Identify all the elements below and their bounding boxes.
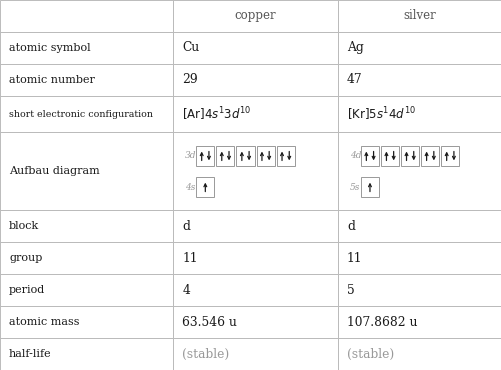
Text: period: period xyxy=(9,285,45,295)
Text: d: d xyxy=(182,219,190,233)
Text: 11: 11 xyxy=(182,252,197,265)
Bar xyxy=(337,210,501,242)
Bar xyxy=(337,32,501,64)
Text: short electronic configuration: short electronic configuration xyxy=(9,110,153,119)
Bar xyxy=(337,274,501,306)
Bar xyxy=(173,210,337,242)
Bar xyxy=(276,147,294,166)
Bar xyxy=(173,274,337,306)
Text: atomic number: atomic number xyxy=(9,75,95,85)
Bar xyxy=(173,132,337,210)
Text: atomic symbol: atomic symbol xyxy=(9,43,91,53)
Bar xyxy=(0,210,173,242)
Text: 3d: 3d xyxy=(185,151,196,161)
Text: (stable): (stable) xyxy=(346,347,393,360)
Bar xyxy=(440,147,458,166)
Bar xyxy=(0,96,173,132)
Text: Aufbau diagram: Aufbau diagram xyxy=(9,166,100,176)
Bar xyxy=(0,132,173,210)
Bar xyxy=(173,96,337,132)
Bar xyxy=(0,64,173,96)
Bar xyxy=(173,306,337,338)
Text: 29: 29 xyxy=(182,74,197,87)
Text: block: block xyxy=(9,221,39,231)
Bar xyxy=(0,306,173,338)
Bar xyxy=(360,147,378,166)
Bar xyxy=(420,147,438,166)
Bar xyxy=(337,132,501,210)
Bar xyxy=(216,147,234,166)
Bar xyxy=(337,64,501,96)
Text: 4s: 4s xyxy=(185,182,195,192)
Bar xyxy=(196,178,214,197)
Bar xyxy=(337,96,501,132)
Bar xyxy=(337,0,501,32)
Text: silver: silver xyxy=(403,10,435,23)
Bar xyxy=(360,178,378,197)
Bar xyxy=(337,242,501,274)
Bar xyxy=(173,0,337,32)
Text: 5s: 5s xyxy=(349,182,360,192)
Text: 11: 11 xyxy=(346,252,362,265)
Text: d: d xyxy=(346,219,354,233)
Text: atomic mass: atomic mass xyxy=(9,317,79,327)
Text: group: group xyxy=(9,253,42,263)
Bar xyxy=(380,147,398,166)
Text: Cu: Cu xyxy=(182,41,199,54)
Text: 63.546 u: 63.546 u xyxy=(182,316,236,329)
Bar xyxy=(256,147,274,166)
Bar xyxy=(173,64,337,96)
Bar xyxy=(0,338,173,370)
Bar xyxy=(337,338,501,370)
Bar xyxy=(0,274,173,306)
Bar xyxy=(196,147,214,166)
Text: copper: copper xyxy=(234,10,276,23)
Bar xyxy=(400,147,418,166)
Text: 5: 5 xyxy=(346,283,354,296)
Text: 47: 47 xyxy=(346,74,362,87)
Text: 107.8682 u: 107.8682 u xyxy=(346,316,416,329)
Bar xyxy=(337,306,501,338)
Text: Ag: Ag xyxy=(346,41,363,54)
Bar xyxy=(0,242,173,274)
Text: 4d: 4d xyxy=(349,151,361,161)
Text: $\mathrm{[Kr]5}s^{\mathrm{1}}\mathrm{4}d^{\mathrm{10}}$: $\mathrm{[Kr]5}s^{\mathrm{1}}\mathrm{4}d… xyxy=(346,105,415,123)
Text: (stable): (stable) xyxy=(182,347,229,360)
Bar xyxy=(0,0,173,32)
Bar xyxy=(236,147,254,166)
Text: $\mathrm{[Ar]4}s^{\mathrm{1}}\mathrm{3}d^{\mathrm{10}}$: $\mathrm{[Ar]4}s^{\mathrm{1}}\mathrm{3}d… xyxy=(182,105,252,123)
Bar xyxy=(173,32,337,64)
Text: half-life: half-life xyxy=(9,349,52,359)
Bar xyxy=(173,242,337,274)
Bar xyxy=(0,32,173,64)
Bar xyxy=(173,338,337,370)
Text: 4: 4 xyxy=(182,283,190,296)
